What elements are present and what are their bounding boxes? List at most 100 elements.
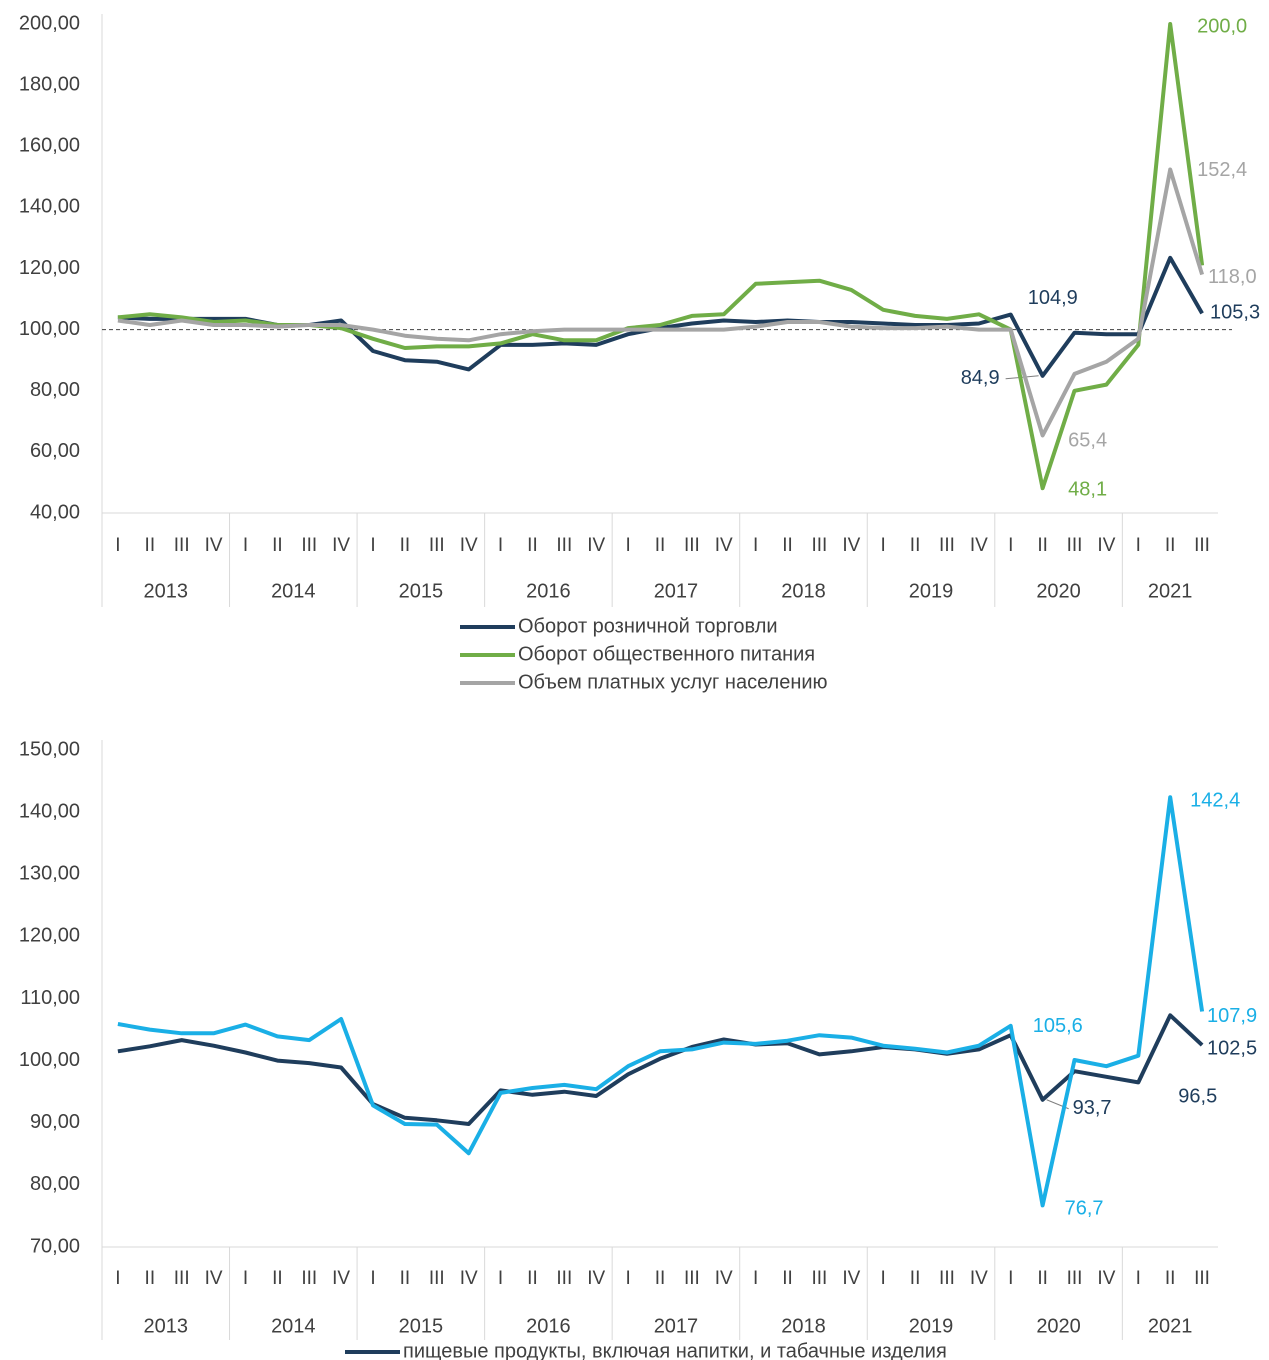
x-tick-label: II (1165, 535, 1176, 556)
x-tick-label: IV (842, 535, 860, 556)
x-group-label: 2013 (144, 580, 189, 602)
x-tick-label: II (400, 1268, 411, 1289)
x-tick-label: I (243, 535, 248, 556)
y-tick-label: 120,00 (19, 925, 80, 947)
x-tick-label: IV (332, 1268, 350, 1289)
x-tick-label: III (1194, 1268, 1210, 1289)
y-tick-label: 140,00 (19, 196, 80, 218)
x-tick-label: II (145, 535, 156, 556)
x-tick-label: I (370, 1268, 375, 1289)
x-group-label: 2018 (781, 580, 826, 602)
x-tick-label: II (272, 1268, 283, 1289)
x-tick-label: II (655, 535, 666, 556)
y-tick-label: 130,00 (19, 863, 80, 885)
x-group-label: 2017 (654, 580, 699, 602)
x-tick-label: III (684, 1268, 700, 1289)
y-tick-label: 80,00 (30, 1173, 80, 1195)
x-tick-label: I (498, 1268, 503, 1289)
x-group-label: 2014 (271, 1315, 316, 1337)
x-tick-label: IV (842, 1268, 860, 1289)
x-tick-label: I (115, 1268, 120, 1289)
x-tick-label: IV (460, 535, 478, 556)
x-tick-label: IV (332, 535, 350, 556)
x-tick-label: IV (460, 1268, 478, 1289)
y-tick-label: 120,00 (19, 257, 80, 279)
x-group-label: 2015 (399, 1315, 444, 1337)
data-label: 76,7 (1065, 1198, 1104, 1220)
series-line (117, 167, 1205, 438)
data-label: 102,5 (1207, 1037, 1257, 1059)
x-tick-label: II (527, 535, 538, 556)
y-tick-label: 40,00 (30, 501, 80, 523)
x-tick-label: III (556, 535, 572, 556)
legend-label: пищевые продукты, включая напитки, и таб… (403, 1340, 947, 1360)
data-label: 48,1 (1068, 479, 1107, 501)
x-tick-label: II (782, 1268, 793, 1289)
x-tick-label: I (625, 535, 630, 556)
y-tick-label: 100,00 (19, 1049, 80, 1071)
x-tick-label: I (881, 535, 886, 556)
x-tick-label: IV (587, 535, 605, 556)
x-tick-label: I (881, 1268, 886, 1289)
y-tick-label: 150,00 (19, 738, 80, 760)
y-tick-label: 160,00 (19, 135, 80, 157)
x-tick-label: I (1008, 535, 1013, 556)
x-tick-label: III (812, 1268, 828, 1289)
x-tick-label: II (1037, 1268, 1048, 1289)
x-tick-label: III (556, 1268, 572, 1289)
data-label: 96,5 (1178, 1086, 1217, 1108)
x-group-label: 2015 (399, 580, 444, 602)
x-tick-label: III (429, 535, 445, 556)
x-tick-label: I (370, 535, 375, 556)
y-tick-label: 80,00 (30, 379, 80, 401)
x-tick-label: I (1008, 1268, 1013, 1289)
series-line (117, 795, 1205, 1208)
y-tick-label: 60,00 (30, 440, 80, 462)
x-tick-label: III (939, 535, 955, 556)
x-tick-label: IV (1097, 1268, 1115, 1289)
legend-label: Оборот общественного питания (518, 643, 815, 665)
x-tick-label: II (400, 535, 411, 556)
x-tick-label: IV (1097, 535, 1115, 556)
x-tick-label: II (782, 535, 793, 556)
x-group-label: 2017 (654, 1315, 699, 1337)
x-tick-label: III (301, 1268, 317, 1289)
x-tick-label: IV (970, 1268, 988, 1289)
x-tick-label: I (1136, 535, 1141, 556)
y-tick-label: 110,00 (20, 987, 80, 1009)
x-tick-label: II (272, 535, 283, 556)
x-tick-label: IV (715, 1268, 733, 1289)
y-tick-label: 200,00 (19, 12, 80, 34)
x-tick-label: II (910, 1268, 921, 1289)
x-tick-label: I (753, 1268, 758, 1289)
y-tick-label: 90,00 (30, 1111, 80, 1133)
x-tick-label: II (1037, 535, 1048, 556)
x-tick-label: I (1136, 1268, 1141, 1289)
x-tick-label: I (753, 535, 758, 556)
y-tick-label: 100,00 (19, 318, 80, 340)
x-group-label: 2021 (1148, 1315, 1193, 1337)
x-tick-label: IV (970, 535, 988, 556)
y-tick-label: 180,00 (19, 73, 80, 95)
data-label: 152,4 (1197, 159, 1247, 181)
x-tick-label: IV (205, 535, 223, 556)
x-tick-label: IV (205, 1268, 223, 1289)
x-tick-label: I (115, 535, 120, 556)
legend-label: Оборот розничной торговли (518, 615, 778, 637)
data-label: 107,9 (1207, 1005, 1257, 1027)
x-tick-label: I (625, 1268, 630, 1289)
x-tick-label: II (910, 535, 921, 556)
data-label: 93,7 (1073, 1097, 1112, 1119)
x-tick-label: I (243, 1268, 248, 1289)
data-label: 104,9 (1028, 287, 1078, 309)
data-label: 105,6 (1033, 1015, 1083, 1037)
y-tick-label: 70,00 (30, 1235, 80, 1257)
x-group-label: 2018 (781, 1315, 826, 1337)
x-tick-label: III (1067, 535, 1083, 556)
x-group-label: 2016 (526, 1315, 571, 1337)
data-label: 84,9 (961, 367, 1000, 389)
x-tick-label: II (145, 1268, 156, 1289)
legend-label: Объем платных услуг населению (518, 671, 828, 693)
series-line (117, 255, 1204, 378)
data-label: 65,4 (1068, 430, 1107, 452)
